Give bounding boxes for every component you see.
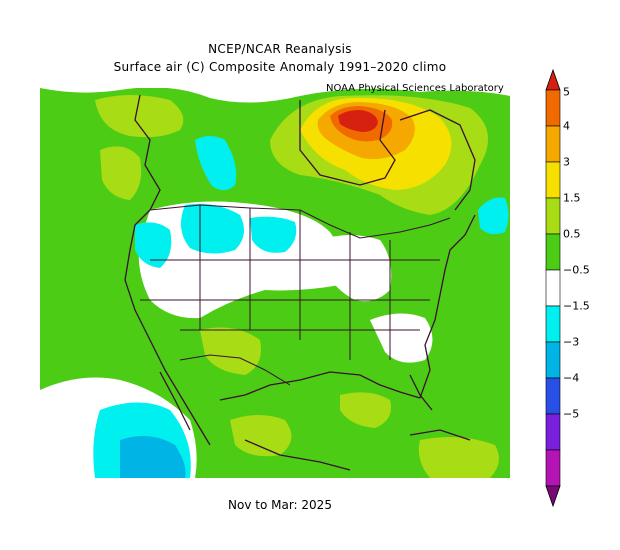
anomaly-dakota-cool: [250, 216, 297, 253]
east-coast-outline: [419, 214, 476, 399]
anomaly-caribbean-warm: [418, 436, 499, 478]
borders: [140, 204, 451, 386]
anomaly-nw-cool: [195, 136, 237, 191]
period-label: Nov to Mar: 2025: [228, 498, 332, 512]
anomaly-gulf-warm: [340, 392, 391, 428]
us-canada-border: [149, 204, 451, 239]
florida-outline: [409, 374, 433, 411]
west-coast-outline: [124, 94, 211, 446]
gulf-coast-outline: [219, 371, 421, 401]
colorbar-label: 4: [563, 119, 570, 133]
coastlines: [124, 94, 476, 471]
anomaly-plains-cool: [181, 203, 244, 254]
colorbar-segment: [545, 341, 561, 379]
colorbar-segment: [545, 377, 561, 415]
hudson-bay-outline: [299, 100, 396, 186]
anomaly-west-warm: [100, 146, 142, 200]
colorbar-arrow-top: [545, 68, 561, 91]
colorbar-segment: [545, 413, 561, 451]
colorbar-label: −3: [563, 335, 580, 349]
labrador-outline: [399, 109, 476, 211]
colorbar-arrow-bottom: [545, 485, 561, 508]
map-title: NCEP/NCAR Reanalysis: [208, 42, 352, 56]
anomaly-lakes-neutral: [320, 235, 392, 302]
anomaly-se-neutral: [370, 313, 433, 363]
colorbar-segment: [545, 89, 561, 127]
colorbar: [545, 68, 561, 508]
colorbar-segment: [545, 125, 561, 163]
colorbar-label: −4: [563, 371, 580, 385]
colorbar-segment: [545, 269, 561, 307]
colorbar-label: −1.5: [563, 299, 590, 313]
anomaly-mexico-warm: [230, 415, 292, 457]
anomaly-east-cool: [478, 197, 509, 235]
cuba-outline: [409, 429, 471, 441]
colorbar-label: 0.5: [563, 227, 581, 241]
central-america-outline: [244, 439, 351, 471]
colorbar-label: 1.5: [563, 191, 581, 205]
colorbar-segment: [545, 233, 561, 271]
colorbar-label: 3: [563, 155, 570, 169]
anomaly-hudson-extreme: [338, 110, 378, 132]
colorbar-segment: [545, 197, 561, 235]
credit-text: NOAA Physical Sciences Laboratory: [326, 83, 504, 94]
colorbar-segment: [545, 449, 561, 487]
anomaly-pacific-cool-core: [120, 436, 186, 478]
colorbar-label: −0.5: [563, 263, 590, 277]
anomaly-neutral-north: [40, 88, 510, 103]
us-mexico-border: [179, 354, 291, 386]
colorbar-segment: [545, 305, 561, 343]
colorbar-segment: [545, 161, 561, 199]
anomaly-field: [40, 88, 510, 478]
baja-outline: [159, 371, 191, 431]
anomaly-alaska-warm: [95, 95, 184, 138]
anomaly-sw-warm: [200, 327, 261, 375]
colorbar-label: 5: [563, 85, 570, 99]
anomaly-pacific-nw-cool: [135, 222, 172, 268]
colorbar-label: −5: [563, 407, 580, 421]
map-subtitle: Surface air (C) Composite Anomaly 1991–2…: [113, 60, 447, 74]
